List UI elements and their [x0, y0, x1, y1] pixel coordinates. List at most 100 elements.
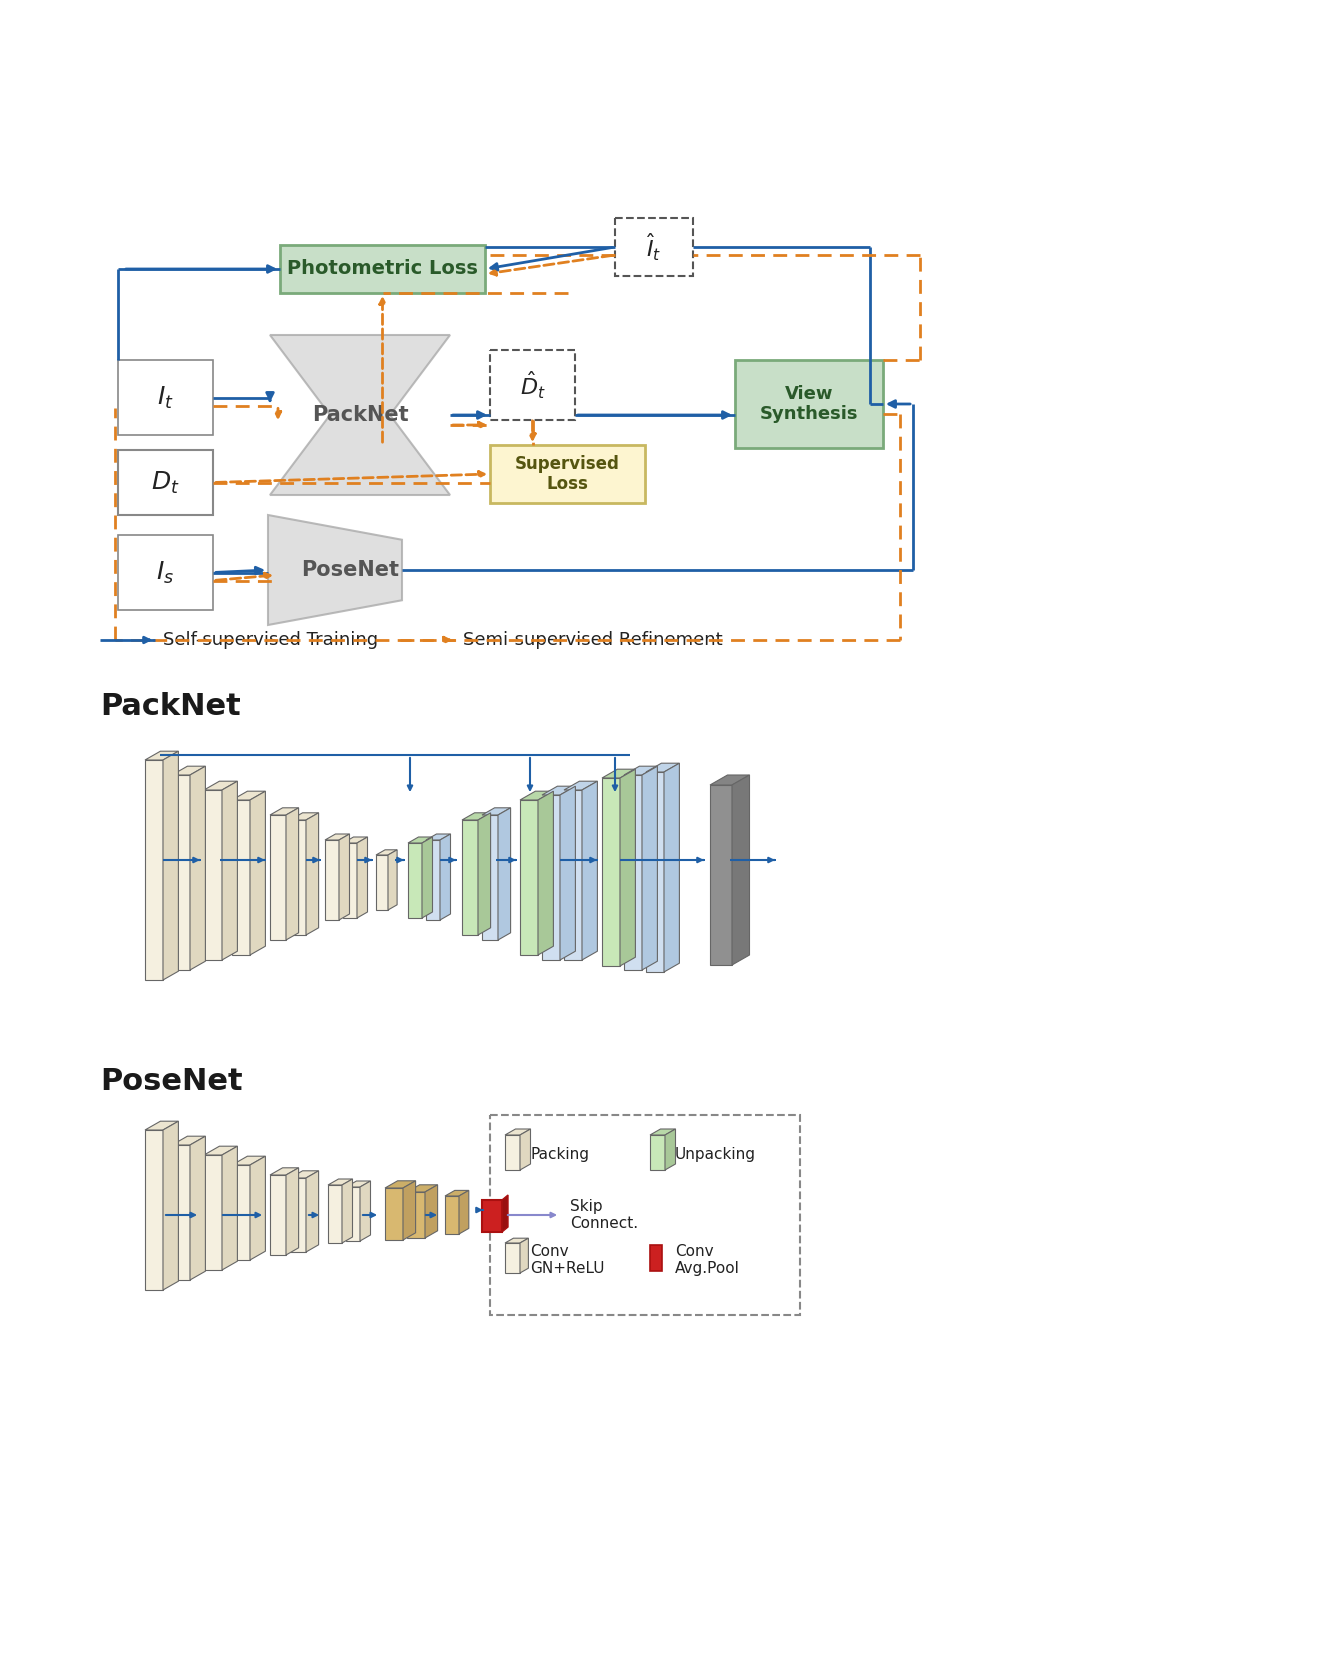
Polygon shape	[250, 792, 266, 955]
Polygon shape	[462, 813, 490, 820]
Polygon shape	[339, 833, 350, 920]
Polygon shape	[342, 1179, 353, 1242]
Polygon shape	[346, 1181, 370, 1187]
Polygon shape	[520, 1237, 529, 1273]
Polygon shape	[343, 843, 357, 919]
Polygon shape	[290, 813, 318, 820]
Polygon shape	[407, 1184, 438, 1192]
Polygon shape	[306, 1171, 318, 1252]
Polygon shape	[329, 1179, 353, 1186]
Text: $\hat{I}_t$: $\hat{I}_t$	[647, 232, 661, 262]
Polygon shape	[346, 1187, 359, 1241]
Polygon shape	[520, 1129, 530, 1171]
Polygon shape	[357, 837, 367, 918]
Polygon shape	[445, 1196, 460, 1234]
Polygon shape	[146, 752, 179, 760]
Polygon shape	[651, 1129, 676, 1136]
Polygon shape	[269, 514, 402, 625]
Polygon shape	[222, 1146, 238, 1269]
Polygon shape	[564, 790, 582, 960]
Polygon shape	[250, 1156, 266, 1259]
Polygon shape	[172, 767, 206, 775]
Polygon shape	[643, 767, 657, 970]
Polygon shape	[426, 840, 440, 920]
Text: Photometric Loss: Photometric Loss	[287, 259, 478, 279]
Polygon shape	[647, 763, 680, 772]
Polygon shape	[146, 1121, 179, 1131]
Polygon shape	[163, 752, 179, 980]
Polygon shape	[163, 1121, 179, 1289]
Polygon shape	[290, 1177, 306, 1252]
Polygon shape	[204, 1156, 222, 1269]
Polygon shape	[306, 813, 318, 935]
Polygon shape	[385, 1181, 415, 1187]
Polygon shape	[624, 767, 657, 775]
Bar	[122, 364, 208, 431]
Bar	[482, 1201, 502, 1232]
Polygon shape	[709, 775, 749, 785]
Polygon shape	[647, 772, 664, 972]
Polygon shape	[270, 1167, 299, 1176]
Polygon shape	[232, 792, 266, 800]
Polygon shape	[505, 1237, 529, 1242]
Polygon shape	[407, 1192, 425, 1237]
Polygon shape	[520, 800, 538, 955]
Polygon shape	[709, 785, 732, 965]
Polygon shape	[403, 1181, 415, 1241]
Polygon shape	[542, 787, 576, 795]
Polygon shape	[582, 782, 597, 960]
Polygon shape	[542, 795, 560, 960]
Polygon shape	[232, 1166, 250, 1259]
Polygon shape	[603, 778, 620, 965]
Polygon shape	[478, 813, 490, 935]
Polygon shape	[270, 336, 450, 494]
Polygon shape	[732, 775, 749, 965]
Polygon shape	[190, 767, 206, 970]
Bar	[122, 539, 208, 606]
Polygon shape	[375, 855, 387, 910]
Bar	[118, 361, 212, 434]
Polygon shape	[520, 792, 553, 800]
Polygon shape	[190, 1136, 206, 1279]
Text: PoseNet: PoseNet	[301, 559, 399, 579]
Bar	[118, 534, 212, 610]
Polygon shape	[664, 763, 680, 972]
Bar	[120, 362, 211, 433]
Polygon shape	[564, 782, 597, 790]
Polygon shape	[232, 800, 250, 955]
Polygon shape	[502, 1196, 508, 1232]
Text: Semi-supervised Refinement: Semi-supervised Refinement	[464, 631, 723, 650]
Polygon shape	[505, 1242, 520, 1273]
Bar	[281, 245, 485, 292]
Text: Self-supervised Training: Self-supervised Training	[163, 631, 378, 650]
Polygon shape	[505, 1129, 530, 1136]
Polygon shape	[375, 850, 397, 855]
Polygon shape	[270, 1176, 286, 1254]
Bar	[735, 361, 883, 448]
Polygon shape	[407, 843, 422, 919]
Polygon shape	[425, 1184, 438, 1237]
Polygon shape	[325, 840, 339, 920]
Polygon shape	[270, 815, 286, 940]
Polygon shape	[329, 1186, 342, 1242]
Polygon shape	[445, 1191, 469, 1196]
Text: Skip
Connect.: Skip Connect.	[570, 1199, 639, 1231]
Polygon shape	[505, 1136, 520, 1171]
Polygon shape	[624, 775, 643, 970]
Text: Packing: Packing	[530, 1147, 589, 1162]
Bar	[615, 219, 693, 276]
Bar	[490, 444, 645, 503]
Polygon shape	[325, 833, 350, 840]
Text: $D_t$: $D_t$	[151, 469, 180, 496]
Polygon shape	[359, 1181, 370, 1241]
Polygon shape	[498, 808, 510, 940]
Polygon shape	[603, 770, 636, 778]
Polygon shape	[422, 837, 433, 918]
Polygon shape	[146, 760, 163, 980]
Polygon shape	[460, 1191, 469, 1234]
Polygon shape	[290, 820, 306, 935]
Polygon shape	[222, 782, 238, 960]
Polygon shape	[204, 782, 238, 790]
Text: PackNet: PackNet	[311, 406, 409, 424]
Text: $I_t$: $I_t$	[158, 384, 174, 411]
